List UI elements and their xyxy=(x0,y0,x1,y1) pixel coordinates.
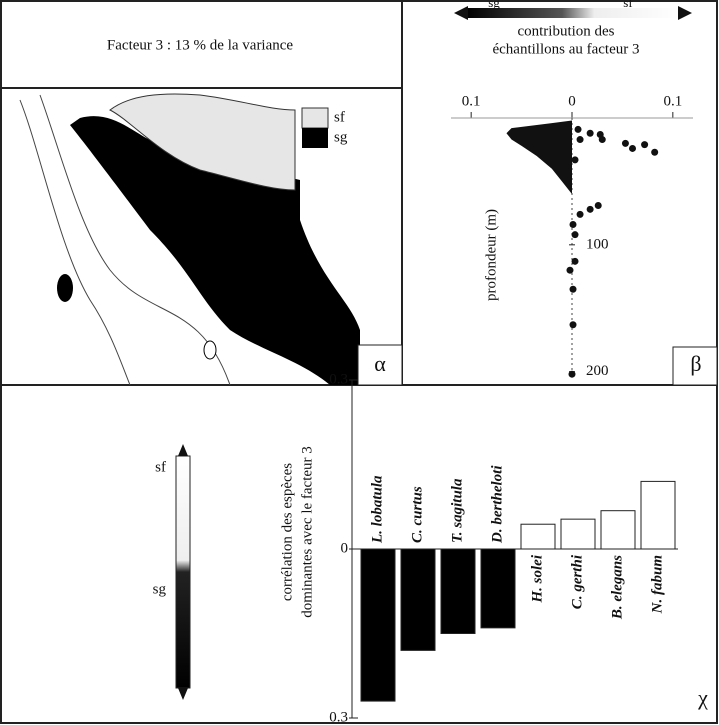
panel-label: α xyxy=(374,351,386,376)
scale-label: sg xyxy=(153,581,167,597)
point xyxy=(572,231,579,238)
category-label: L. lobatula xyxy=(369,475,385,544)
x-tick-label: 0 xyxy=(568,93,576,109)
point xyxy=(566,267,573,274)
point xyxy=(577,136,584,143)
bar xyxy=(481,549,515,628)
map-legend-label: sf xyxy=(334,109,345,125)
point xyxy=(587,206,594,213)
y-axis-label: dominantes avec le facteur 3 xyxy=(299,446,315,618)
category-label: D. bertheloti xyxy=(489,465,505,544)
y-tick-label: 100 xyxy=(586,236,609,252)
category-label: N. fabum xyxy=(649,555,665,614)
bar xyxy=(441,549,475,634)
bar xyxy=(401,549,435,650)
bar xyxy=(561,519,595,549)
scale-label: sg xyxy=(488,0,500,10)
figure: Facteur 3 : 13 % de la variance sf sg α … xyxy=(0,0,719,725)
bar xyxy=(361,549,395,701)
scale-bar xyxy=(176,456,190,688)
y-tick-label: 0.3 xyxy=(329,709,348,725)
bar xyxy=(641,481,675,549)
chart-title: contribution des xyxy=(517,23,614,39)
x-tick-label: 0.1 xyxy=(663,93,682,109)
point xyxy=(570,221,577,228)
point xyxy=(641,141,648,148)
y-tick-label: 0 xyxy=(341,540,349,556)
point xyxy=(629,145,636,152)
y-tick-label: 200 xyxy=(586,363,609,379)
point xyxy=(569,371,576,378)
y-axis-label: corrélation des espèces xyxy=(279,463,295,601)
scale-label: sf xyxy=(623,0,633,10)
point xyxy=(577,211,584,218)
panel-label: χ xyxy=(697,685,708,710)
point xyxy=(622,140,629,147)
point xyxy=(599,136,606,143)
bar xyxy=(521,524,555,549)
panel-label: β xyxy=(690,351,701,376)
point xyxy=(572,258,579,265)
bar xyxy=(601,511,635,549)
y-tick-label: 0.3 xyxy=(329,371,348,387)
point xyxy=(572,156,579,163)
category-label: B. elegans xyxy=(609,555,625,620)
header-title: Facteur 3 : 13 % de la variance xyxy=(107,37,294,53)
category-label: C. gerthi xyxy=(569,554,585,609)
point xyxy=(595,202,602,209)
scale-label: sf xyxy=(155,459,166,475)
point xyxy=(570,286,577,293)
point xyxy=(651,149,658,156)
category-label: H. solei xyxy=(529,554,545,603)
category-label: T. sagitula xyxy=(449,478,465,543)
point xyxy=(575,126,582,133)
area xyxy=(506,121,572,195)
category-label: C. curtus xyxy=(409,486,425,543)
point xyxy=(570,321,577,328)
chart-title: échantillons au facteur 3 xyxy=(492,41,639,57)
point xyxy=(587,130,594,137)
y-axis-label: profondeur (m) xyxy=(483,209,499,301)
map-legend-label: sg xyxy=(334,129,348,145)
x-tick-label: 0.1 xyxy=(462,93,481,109)
